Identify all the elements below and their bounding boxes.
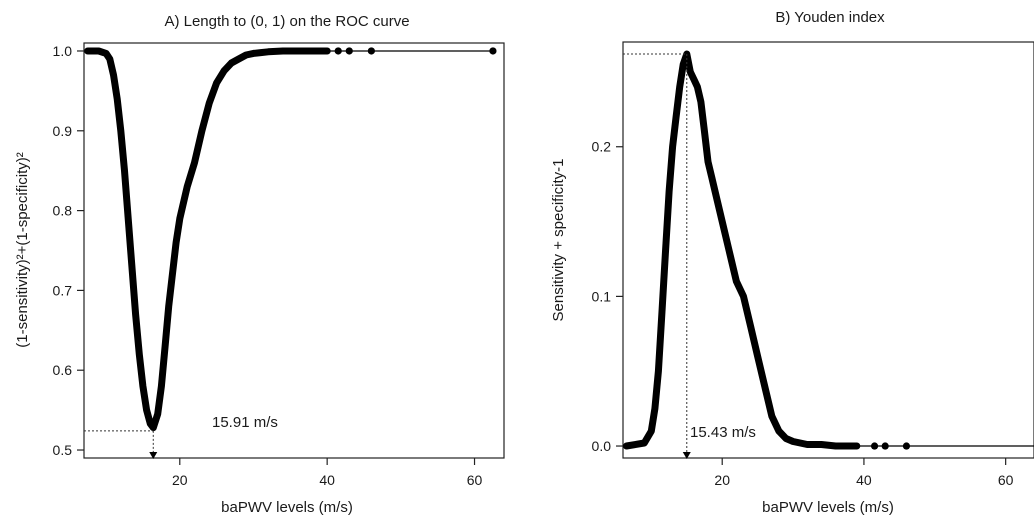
data-point xyxy=(902,442,911,450)
data-point xyxy=(489,47,497,55)
x-tick-label: 60 xyxy=(467,472,483,488)
panel-b-cutoff-marker xyxy=(623,53,691,459)
x-tick-label: 40 xyxy=(856,472,872,488)
data-point xyxy=(367,47,375,55)
y-tick-label: 0.1 xyxy=(592,288,612,304)
x-tick-label: 60 xyxy=(998,472,1014,488)
panel-a: A) Length to (0, 1) on the ROC curve 0.5… xyxy=(14,13,505,516)
y-tick-label: 0.7 xyxy=(53,282,73,298)
panel-b-y-axis-label: Sensitivity + specificity-1 xyxy=(550,159,567,322)
panel-b: B) Youden index 0.0 0.1 0.2 20 40 60 baPWV l… xyxy=(550,9,1034,516)
panel-a-y-axis-label: (1-sensitivity)²+(1-specificity)² xyxy=(14,152,31,347)
panel-a-x-ticks: 20 40 60 xyxy=(172,458,483,488)
panel-b-curve-group xyxy=(623,50,1034,450)
panel-b-y-ticks: 0.0 0.1 0.2 xyxy=(592,139,623,454)
data-point xyxy=(870,442,879,450)
panel-a-cutoff-label: 15.91 m/s xyxy=(212,414,278,431)
y-tick-label: 0.0 xyxy=(592,438,612,454)
series-line xyxy=(623,50,861,450)
y-tick-label: 0.5 xyxy=(53,442,73,458)
x-tick-label: 20 xyxy=(714,472,730,488)
data-point xyxy=(334,47,342,55)
panel-a-curve-group xyxy=(84,47,497,432)
data-point xyxy=(345,47,353,55)
panel-a-y-ticks: 0.5 0.6 0.7 0.8 0.9 1.0 xyxy=(53,43,84,458)
panel-b-x-axis-label: baPWV levels (m/s) xyxy=(762,499,894,516)
cutoff-arrow-head xyxy=(682,452,691,459)
y-tick-label: 1.0 xyxy=(53,43,73,59)
y-tick-label: 0.6 xyxy=(53,362,73,378)
panel-a-cutoff-marker xyxy=(84,430,158,459)
panel-a-plot-frame xyxy=(83,42,505,459)
cutoff-arrow-head xyxy=(149,452,158,459)
x-tick-label: 40 xyxy=(319,472,335,488)
x-tick-label: 20 xyxy=(172,472,188,488)
panel-b-cutoff-label: 15.43 m/s xyxy=(690,424,756,441)
data-point xyxy=(881,442,889,450)
y-tick-label: 0.2 xyxy=(592,139,612,155)
series-line xyxy=(84,47,331,432)
panel-a-x-axis-label: baPWV levels (m/s) xyxy=(221,499,353,516)
panel-b-x-ticks: 20 40 60 xyxy=(714,458,1014,488)
panel-a-title: A) Length to (0, 1) on the ROC curve xyxy=(164,13,409,30)
panel-b-plot-frame xyxy=(622,41,1034,459)
y-tick-label: 0.8 xyxy=(53,203,73,219)
panel-b-title: B) Youden index xyxy=(775,9,885,26)
y-tick-label: 0.9 xyxy=(53,123,73,139)
